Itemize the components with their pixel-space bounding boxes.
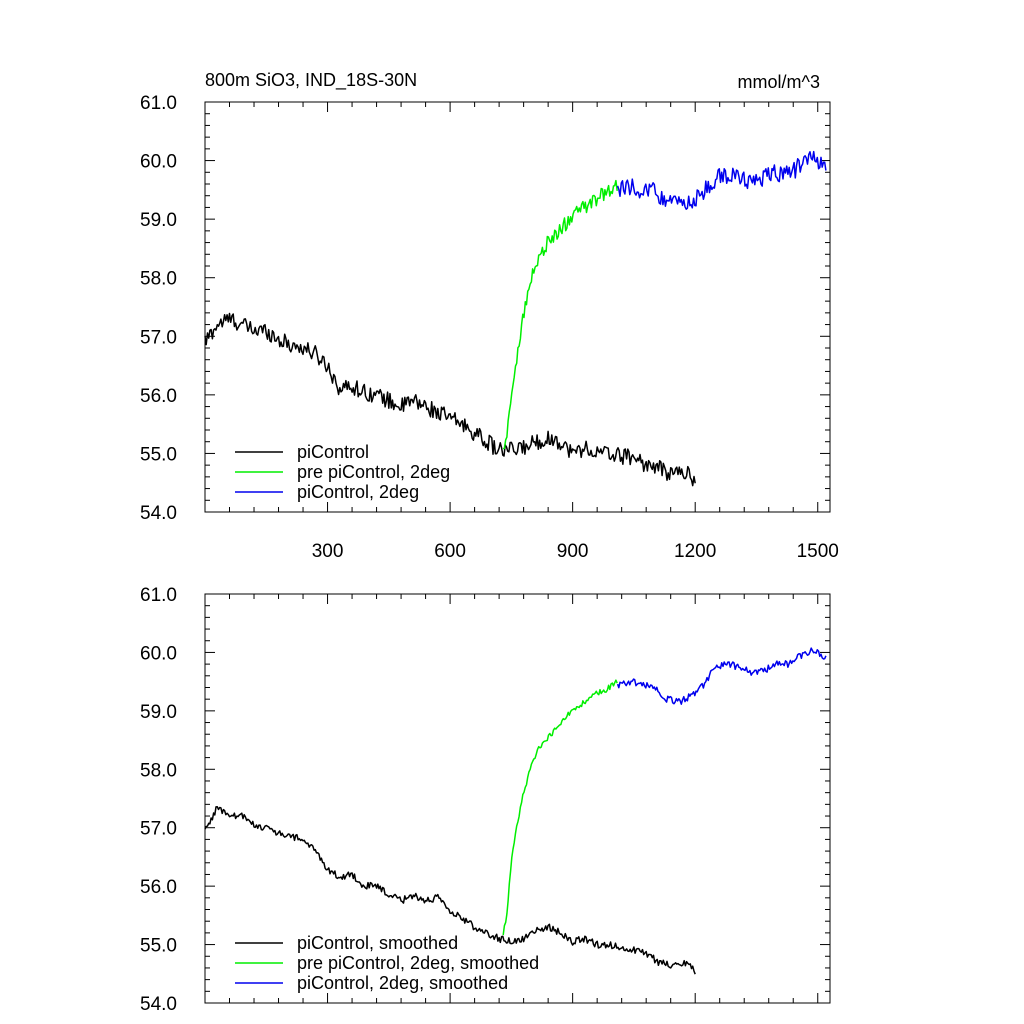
y-tick-label: 59.0 (140, 210, 177, 231)
y-tick-label: 55.0 (140, 444, 177, 465)
y-tick-label: 58.0 (140, 269, 177, 290)
y-tick-label: 61.0 (140, 93, 177, 114)
y-tick-label: 54.0 (140, 994, 177, 1015)
top-panel: 54.0 55.0 56.0 57.0 58.0 59.0 60.0 61.0 300 600 90… (140, 93, 839, 562)
series-line-0 (204, 806, 696, 975)
y-tick-label: 57.0 (140, 819, 177, 840)
legend-label: pre piControl, 2deg (297, 462, 450, 482)
units-label: mmol/m^3 (738, 72, 820, 92)
x-tick-label: 1500 (797, 541, 839, 562)
y-tick-label: 58.0 (140, 760, 177, 781)
series-line-1 (502, 679, 618, 936)
x-tick-label: 900 (557, 541, 589, 562)
legend-label: piControl, 2deg, smoothed (297, 973, 508, 993)
series-line-1 (502, 179, 618, 450)
x-tick-label: 300 (312, 541, 344, 562)
y-tick-label: 60.0 (140, 152, 177, 173)
series-line-0 (204, 312, 696, 487)
chart-title: 800m SiO3, IND_18S-30N (205, 70, 417, 91)
y-tick-label: 56.0 (140, 877, 177, 898)
y-tick-label: 54.0 (140, 503, 177, 524)
legend-label: pre piControl, 2deg, smoothed (297, 953, 539, 973)
x-tick-label: 600 (434, 541, 466, 562)
legend-label: piControl, 2deg (297, 482, 419, 502)
y-tick-label: 56.0 (140, 386, 177, 407)
y-tick-label: 59.0 (140, 702, 177, 723)
y-tick-label: 55.0 (140, 936, 177, 957)
plot-frame (204, 101, 831, 513)
plot-frame (204, 593, 831, 1004)
series-line-2 (616, 150, 827, 210)
series-line-2 (616, 647, 827, 705)
y-tick-label: 61.0 (140, 585, 177, 606)
legend-label: piControl, smoothed (297, 933, 458, 953)
y-tick-label: 57.0 (140, 327, 177, 348)
bottom-panel: 54.0 55.0 56.0 57.0 58.0 59.0 60.0 61.0 piContro… (140, 585, 831, 1015)
y-tick-label: 60.0 (140, 643, 177, 664)
legend-label: piControl (297, 442, 369, 462)
x-tick-label: 1200 (674, 541, 716, 562)
